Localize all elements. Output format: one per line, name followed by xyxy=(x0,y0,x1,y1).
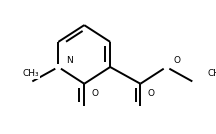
Text: CH₃: CH₃ xyxy=(207,69,216,78)
Text: O: O xyxy=(148,89,155,98)
Text: CH₃: CH₃ xyxy=(22,69,39,78)
Text: N: N xyxy=(66,56,73,65)
Text: O: O xyxy=(174,56,181,65)
Text: O: O xyxy=(92,89,98,98)
